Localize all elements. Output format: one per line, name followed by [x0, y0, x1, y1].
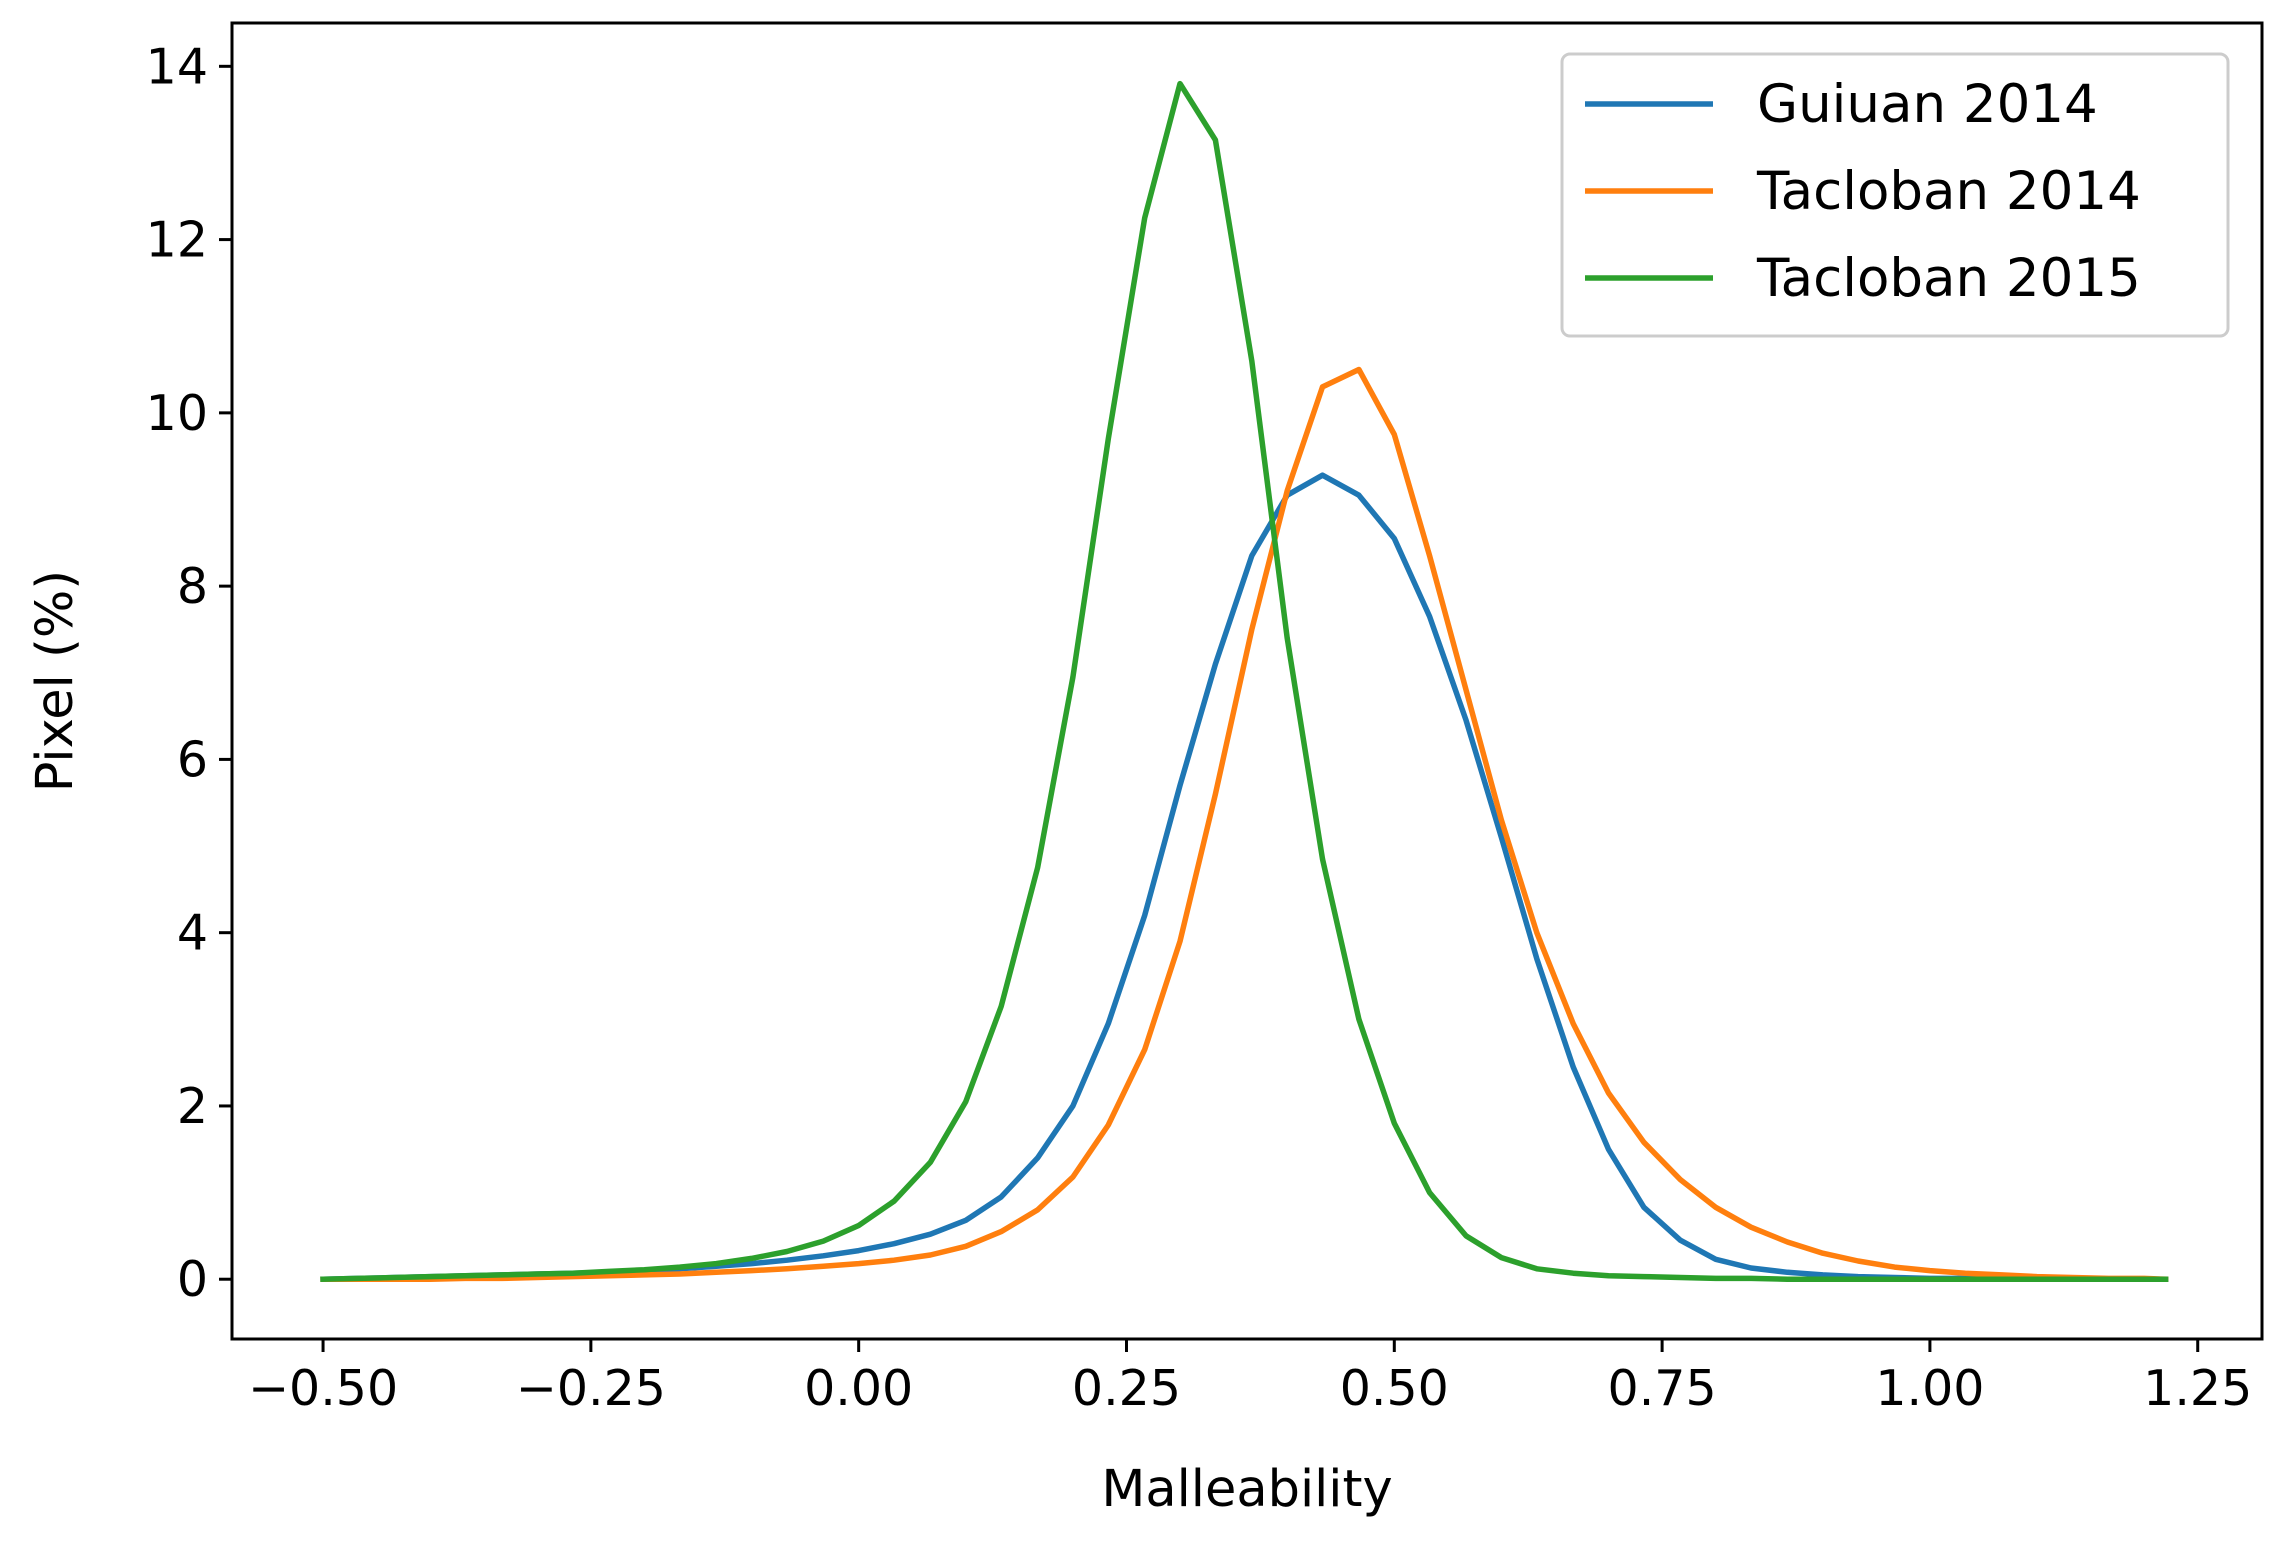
series-layer	[320, 80, 2169, 1283]
x-tick-label: −0.50	[248, 1360, 398, 1417]
x-tick-label: 0.50	[1340, 1360, 1449, 1417]
x-tick-label: 0.75	[1608, 1360, 1717, 1417]
y-tick-label: 6	[177, 731, 208, 788]
series-line-tacloban-2015	[320, 80, 2169, 1283]
y-tick-label: 4	[177, 905, 208, 962]
y-tick-label: 10	[146, 385, 208, 442]
legend-label-guiuan-2014: Guiuan 2014	[1757, 74, 2098, 135]
x-tick-label: 1.25	[2143, 1360, 2252, 1417]
legend-label-tacloban-2015: Tacloban 2015	[1756, 248, 2141, 309]
x-tick-label: 1.00	[1875, 1360, 1984, 1417]
y-tick-label: 2	[177, 1078, 208, 1135]
y-tick-label: 12	[146, 212, 208, 269]
legend: Guiuan 2014 Tacloban 2014 Tacloban 2015	[1560, 52, 2230, 338]
legend-frame	[1560, 52, 2230, 338]
series-line-tacloban-2014	[320, 366, 2169, 1283]
tick-layer: −0.50 −0.25 0.00 0.25 0.50 0.75 1.00 1.25 0 2 4 6 8 1…	[146, 38, 2253, 1417]
x-axis-label: Malleability	[1101, 1460, 1392, 1519]
x-tick-label: 0.00	[804, 1360, 913, 1417]
y-tick-label: 14	[146, 38, 208, 95]
x-tick-label: 0.25	[1072, 1360, 1181, 1417]
y-axis-label: Pixel (%)	[26, 570, 85, 792]
y-tick-label: 8	[177, 558, 208, 615]
plot-frame	[230, 21, 2264, 1341]
y-tick-label: 0	[177, 1251, 208, 1308]
legend-label-tacloban-2014: Tacloban 2014	[1756, 161, 2141, 222]
x-tick-label: −0.25	[516, 1360, 666, 1417]
